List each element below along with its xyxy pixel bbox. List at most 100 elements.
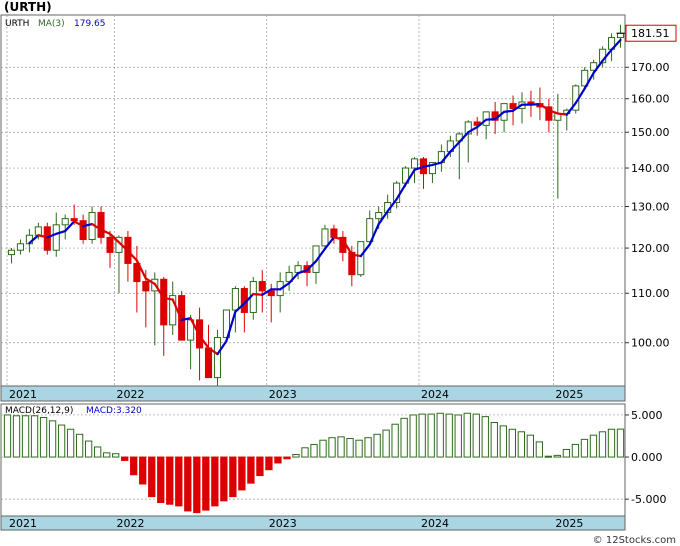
- macd-bar: [490, 422, 498, 458]
- macd-bar: [112, 453, 120, 458]
- macd-tick-label: 5.000: [631, 409, 663, 422]
- ma-line-segment: [252, 292, 264, 296]
- macd-bar: [148, 456, 156, 498]
- price-x-tick-label: 2021: [9, 388, 37, 401]
- ma-line-segment: [296, 269, 309, 275]
- price-tick-label: 140.00: [631, 162, 670, 175]
- candle-body: [34, 226, 42, 236]
- ma-line-segment: [288, 272, 300, 285]
- candle-body: [142, 281, 150, 292]
- macd-bar: [103, 452, 111, 458]
- macd-bar: [508, 428, 516, 458]
- ma-line-segment: [601, 48, 613, 62]
- ma-line-segment: [323, 236, 336, 250]
- ma-line-segment: [314, 247, 327, 263]
- macd-bar: [30, 415, 39, 458]
- macd-bar: [436, 412, 444, 458]
- ma-line-segment: [207, 346, 219, 356]
- macd-bar: [337, 436, 345, 458]
- ma-line-segment: [538, 103, 550, 112]
- candle-body: [231, 288, 239, 311]
- ma-line-segment: [171, 298, 183, 321]
- candle-body: [52, 224, 60, 251]
- macd-bar: [364, 437, 372, 458]
- ma-line-segment: [529, 103, 542, 106]
- ma-line-segment: [511, 103, 524, 112]
- macd-bar: [544, 455, 553, 458]
- candle-body: [267, 290, 275, 297]
- macd-bar: [571, 443, 580, 458]
- price-x-axis-band: [0, 385, 626, 402]
- macd-bar: [256, 456, 264, 477]
- candle-body: [428, 162, 436, 175]
- macd-bar: [418, 413, 426, 458]
- macd-bar: [319, 439, 327, 458]
- price-tick-label: 170.00: [631, 61, 670, 74]
- ma-line-segment: [422, 163, 434, 168]
- ma-line-segment: [583, 71, 595, 90]
- ma-line-segment: [574, 87, 586, 105]
- footer-credit: © 12Stocks.com: [592, 535, 676, 546]
- candle-body: [312, 245, 320, 273]
- macd-x-tick-label: 2021: [9, 517, 37, 530]
- ma-line-segment: [386, 198, 398, 213]
- candle-body: [375, 212, 383, 220]
- macd-bar: [499, 425, 507, 458]
- macd-bar: [175, 456, 183, 507]
- ma-line-segment: [610, 38, 622, 51]
- macd-bar: [193, 456, 201, 514]
- ma-line-segment: [55, 229, 67, 235]
- price-x-tick-label: 2024: [421, 388, 449, 401]
- macd-x-tick-label: 2024: [421, 517, 449, 530]
- macd-bar: [166, 456, 174, 505]
- macd-bar: [517, 431, 525, 458]
- ma-line-segment: [37, 234, 49, 239]
- last-price-box: [625, 24, 677, 42]
- macd-bar: [274, 456, 282, 464]
- ma-line-segment: [64, 220, 76, 233]
- ma-line-segment: [198, 334, 210, 350]
- macd-x-tick-label: 2022: [116, 517, 144, 530]
- ma-line-segment: [341, 238, 353, 256]
- macd-bar: [220, 456, 228, 502]
- ma-line-segment: [117, 241, 130, 253]
- legend-ma-value: 179.65: [74, 19, 106, 29]
- macd-bar: [382, 429, 390, 458]
- macd-bar: [616, 428, 625, 458]
- last-price-label: 181.51: [631, 27, 670, 40]
- ma-line-segment: [431, 161, 443, 167]
- macd-bar: [454, 414, 462, 458]
- macd-x-tick-label: 2023: [269, 517, 297, 530]
- candle-body: [348, 251, 356, 276]
- ma-line-segment: [135, 259, 147, 280]
- candle-body: [581, 69, 589, 87]
- macd-bar: [562, 448, 571, 458]
- macd-x-tick-label: 2025: [555, 517, 583, 530]
- price-tick-label: 150.00: [631, 126, 670, 139]
- macd-bar: [589, 434, 598, 458]
- candle-body: [169, 295, 177, 326]
- ma-line-segment: [73, 220, 85, 228]
- macd-bar: [328, 437, 336, 458]
- ma-line-segment: [476, 118, 488, 129]
- macd-bar: [202, 456, 210, 511]
- ma-line-segment: [162, 296, 174, 301]
- price-tick-label: 120.00: [631, 242, 670, 255]
- macd-bar: [66, 428, 75, 458]
- price-x-tick-label: 2025: [555, 388, 583, 401]
- ma-line-segment: [565, 101, 577, 116]
- ma-line-segment: [592, 59, 604, 74]
- macd-bar: [445, 413, 453, 458]
- ma-line-segment: [225, 310, 237, 343]
- macd-panel-frame: [0, 403, 626, 517]
- candle-body: [43, 226, 51, 251]
- candle-body: [79, 220, 87, 240]
- candle-body: [106, 236, 114, 253]
- ma-line-segment: [413, 165, 425, 171]
- macd-bar: [265, 456, 273, 471]
- ma-line-segment: [82, 223, 94, 228]
- ma-line-segment: [359, 243, 371, 258]
- macd-bar: [84, 440, 93, 458]
- price-x-tick-label: 2022: [116, 388, 144, 401]
- ma-line-segment: [458, 131, 470, 144]
